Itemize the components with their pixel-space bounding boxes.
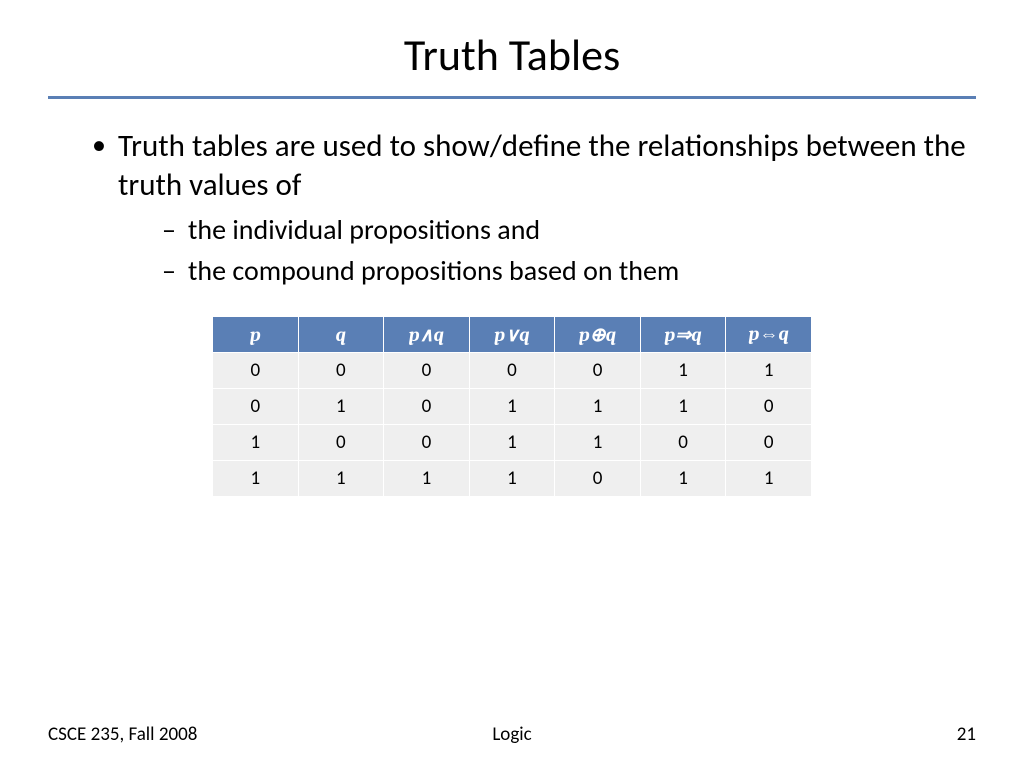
table-row: 0 1 0 1 1 1 0: [213, 389, 812, 425]
bullet-main: Truth tables are used to show/define the…: [92, 127, 976, 290]
cell: 1: [640, 353, 726, 389]
cell: 0: [384, 353, 470, 389]
col-q: q: [298, 317, 384, 353]
col-or: p∨q: [469, 317, 555, 353]
cell: 0: [384, 425, 470, 461]
table-row: 1 0 0 1 1 0 0: [213, 425, 812, 461]
bullet-main-text: Truth tables are used to show/define the…: [118, 127, 966, 204]
truth-table: p q p∧q p∨q p⊕q p⇒q p⇔q 0 0 0 0 0 1 1 0 …: [212, 316, 812, 497]
footer-right: 21: [957, 723, 976, 746]
slide-title: Truth Tables: [48, 28, 976, 82]
table-row: 0 0 0 0 0 1 1: [213, 353, 812, 389]
cell: 1: [469, 389, 555, 425]
cell: 1: [384, 461, 470, 497]
cell: 1: [555, 425, 641, 461]
cell: 1: [726, 353, 812, 389]
cell: 0: [213, 353, 299, 389]
cell: 1: [213, 461, 299, 497]
title-rule: [48, 96, 976, 99]
col-xor: p⊕q: [555, 317, 641, 353]
cell: 0: [298, 353, 384, 389]
bullet-list: Truth tables are used to show/define the…: [48, 127, 976, 290]
col-iff: p⇔q: [726, 317, 812, 353]
table-header-row: p q p∧q p∨q p⊕q p⇒q p⇔q: [213, 317, 812, 353]
cell: 0: [298, 425, 384, 461]
cell: 1: [640, 389, 726, 425]
cell: 1: [213, 425, 299, 461]
cell: 1: [469, 461, 555, 497]
cell: 0: [726, 389, 812, 425]
table-body: 0 0 0 0 0 1 1 0 1 0 1 1 1 0 1 0 0 1: [213, 353, 812, 497]
col-p: p: [213, 317, 299, 353]
slide-footer: CSCE 235, Fall 2008 Logic 21: [0, 723, 1024, 746]
cell: 1: [726, 461, 812, 497]
col-and: p∧q: [384, 317, 470, 353]
cell: 0: [555, 353, 641, 389]
cell: 1: [298, 461, 384, 497]
cell: 0: [726, 425, 812, 461]
cell: 1: [469, 425, 555, 461]
col-imp: p⇒q: [640, 317, 726, 353]
sub-bullet-1: the individual propositions and: [162, 211, 976, 249]
sub-bullet-list: the individual propositions and the comp…: [118, 211, 976, 291]
sub-bullet-2: the compound propositions based on them: [162, 252, 976, 290]
cell: 0: [384, 389, 470, 425]
cell: 0: [469, 353, 555, 389]
footer-left: CSCE 235, Fall 2008: [48, 723, 197, 746]
truth-table-container: p q p∧q p∨q p⊕q p⇒q p⇔q 0 0 0 0 0 1 1 0 …: [212, 316, 812, 497]
cell: 1: [298, 389, 384, 425]
cell: 0: [555, 461, 641, 497]
cell: 0: [640, 425, 726, 461]
cell: 0: [213, 389, 299, 425]
table-row: 1 1 1 1 0 1 1: [213, 461, 812, 497]
cell: 1: [555, 389, 641, 425]
cell: 1: [640, 461, 726, 497]
